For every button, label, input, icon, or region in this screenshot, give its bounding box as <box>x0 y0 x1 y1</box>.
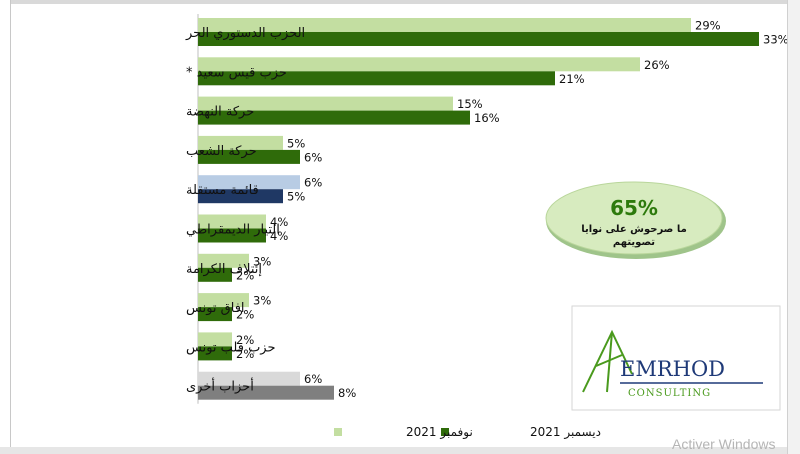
bar-nov-9 <box>198 371 300 386</box>
value-label-dec-1: 21% <box>559 72 585 86</box>
window-frame-left <box>0 0 11 454</box>
company-logo: EMRHOD CONSULTING <box>571 305 781 411</box>
bar-nov-6 <box>198 253 249 268</box>
logo-mark-icon <box>582 329 633 393</box>
legend-swatch-dec <box>441 428 449 436</box>
bar-dec-4 <box>198 189 283 204</box>
logo-name: EMRHOD <box>620 357 725 381</box>
scrollbar-track[interactable] <box>787 0 800 454</box>
bar-group <box>197 14 759 404</box>
callout-box: 65% ما صرحوش على نوايا تصويتهم <box>545 181 726 259</box>
bar-nov-4 <box>198 175 300 190</box>
category-label-0: الحزب الدستوري الحر <box>185 26 305 41</box>
value-label-dec-4: 5% <box>287 190 305 204</box>
value-labels: 29%33%26%21%15%16%5%6%6%5%4%4%3%2%3%2%2%… <box>236 19 789 401</box>
callout-line-2: تصويتهم <box>613 237 655 248</box>
bar-dec-2 <box>198 110 470 125</box>
category-label-2: حركة النهضة <box>186 105 254 120</box>
category-labels: الحزب الدستوري الحر حزب قيس سعيد * حركة ال… <box>185 26 305 395</box>
legend-label-dec: ديسمبر 2021 <box>530 425 601 440</box>
bar-dec-1 <box>198 71 555 86</box>
window-frame-top <box>0 0 800 4</box>
chart-legend: ديسمبر 2021 نوفمبر 2021 <box>334 425 601 440</box>
bar-nov-5 <box>198 214 266 229</box>
value-label-dec-0: 33% <box>763 33 789 47</box>
category-label-7: افاق تونس <box>186 301 245 316</box>
value-label-dec-9: 8% <box>338 386 356 400</box>
bar-dec-5 <box>198 228 266 243</box>
value-label-nov-9: 6% <box>304 372 322 386</box>
value-label-dec-8: 2% <box>236 347 254 361</box>
callout-line-1: ما صرحوش على نوايا <box>581 224 687 235</box>
bar-dec-0 <box>198 32 759 46</box>
window-frame-bottom <box>0 447 800 454</box>
bar-dec-6 <box>198 267 232 282</box>
bar-dec-3 <box>198 149 300 164</box>
bar-dec-7 <box>198 307 232 322</box>
value-label-nov-6: 3% <box>253 254 271 268</box>
value-label-dec-3: 6% <box>304 150 322 164</box>
value-label-dec-6: 2% <box>236 268 254 282</box>
value-label-nov-5: 4% <box>270 215 288 229</box>
category-label-5: التيار الديمقراطي <box>186 223 280 238</box>
category-label-4: قائمة مستقلة <box>186 183 259 198</box>
value-label-nov-7: 3% <box>253 294 271 308</box>
bar-dec-9 <box>198 385 334 400</box>
bar-dec-8 <box>198 346 232 361</box>
callout-value: 65% <box>610 196 658 220</box>
value-label-dec-7: 2% <box>236 308 254 322</box>
value-label-nov-8: 2% <box>236 333 254 347</box>
legend-label-nov: نوفمبر 2021 <box>406 425 473 440</box>
value-label-nov-3: 5% <box>287 136 305 150</box>
bar-nov-2 <box>198 96 453 111</box>
value-label-nov-4: 6% <box>304 176 322 190</box>
value-label-nov-0: 29% <box>695 19 721 33</box>
legend-swatch-nov <box>334 428 342 436</box>
logo-subtitle: CONSULTING <box>628 388 711 399</box>
category-label-1: حزب قيس سعيد * <box>186 65 287 80</box>
bar-nov-3 <box>198 135 283 150</box>
bar-nov-1 <box>198 57 640 72</box>
bar-nov-8 <box>198 332 232 347</box>
category-label-9: أحزاب أخرى <box>186 378 254 395</box>
category-label-6: إئتلاف الكرامة <box>186 262 262 277</box>
activation-watermark: Activer Windows <box>672 436 776 452</box>
bar-nov-0 <box>198 18 691 32</box>
category-label-3: حركة الشعب <box>186 144 257 159</box>
value-label-nov-2: 15% <box>457 97 483 111</box>
category-label-8: حزب قلب تونس <box>186 340 276 355</box>
bar-nov-7 <box>198 293 249 308</box>
value-label-nov-1: 26% <box>644 58 670 72</box>
value-label-dec-2: 16% <box>474 111 500 125</box>
value-label-dec-5: 4% <box>270 229 288 243</box>
